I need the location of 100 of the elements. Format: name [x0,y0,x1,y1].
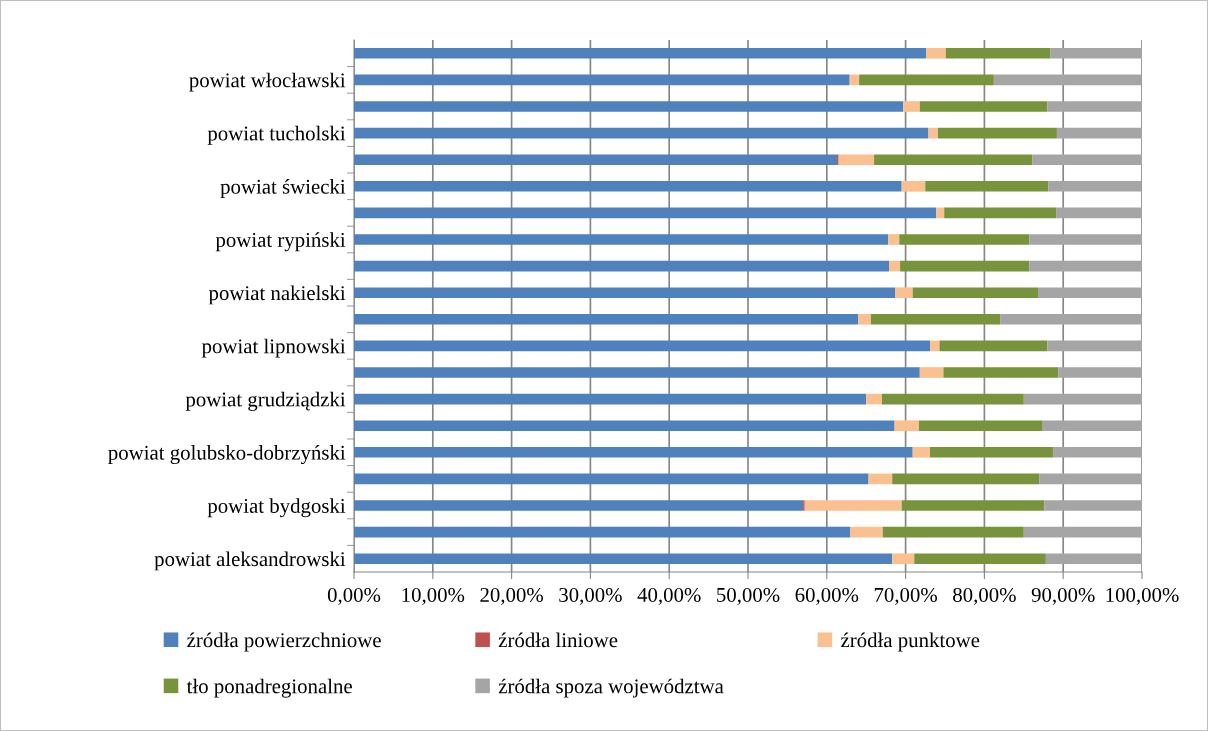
y-tick-label: powiat włocławski [189,72,346,92]
bar [354,101,904,112]
bar [925,180,1049,192]
bar [354,234,889,245]
bar [354,473,869,485]
bar [354,287,896,299]
bar [899,234,1030,245]
bar [354,446,913,458]
y-tick-label: powiat świecki [220,179,346,198]
bar [1056,207,1142,219]
bar [892,473,1040,485]
bar [936,207,945,219]
bar [804,500,902,511]
bar [889,260,901,272]
legend-label: źródła punktowe [841,632,980,652]
bar [943,367,1059,378]
bar [1037,287,1142,299]
bar [912,446,931,458]
bar [1047,340,1142,352]
x-tick-label: 100,00% [1106,587,1179,605]
bar [354,313,859,325]
bar [919,101,1048,112]
y-tick-label: powiat golubsko-dobrzyński [108,445,346,465]
bar [354,500,804,511]
x-tick-label: 90,00% [1031,587,1095,605]
y-tick-label: powiat grudziądzki [185,391,346,411]
bar [1056,127,1142,139]
bar [1023,393,1142,405]
bar [881,393,1024,405]
bar [1039,473,1142,485]
bar [901,180,926,192]
bar [850,526,883,538]
bar [1029,234,1142,245]
bar [939,340,1048,352]
legend-label: źródła powierzchniowe [187,632,381,652]
bar [901,500,1045,511]
bar [1023,526,1142,538]
bar [1058,367,1142,378]
x-tick-label: 20,00% [480,587,543,605]
y-tick-label: powiat lipnowski [201,338,346,358]
bar [945,47,1051,59]
x-tick-label: 80,00% [953,587,1016,605]
bar [354,393,867,405]
y-tick-label: powiat aleksandrowski [154,551,346,571]
x-tick-label: 50,00% [717,587,780,605]
bar [354,420,895,432]
x-tick-label: 60,00% [795,587,859,605]
bar [874,154,1033,166]
bar [354,154,838,166]
bar [1000,313,1142,325]
bar [900,260,1030,272]
bar [354,127,929,139]
bar [1052,446,1142,458]
bar [930,446,1053,458]
bar [928,127,938,139]
bar [354,526,851,538]
x-tick-label: 70,00% [874,587,937,605]
bar [859,74,994,86]
bar [1032,154,1142,166]
bar [944,207,1057,219]
bar [868,473,893,485]
bar [926,47,946,59]
bar [912,287,1038,299]
bar [903,101,920,112]
bar [1047,101,1142,112]
y-tick-label: powiat tucholski [207,125,346,145]
x-tick-label: 30,00% [559,587,622,605]
legend-label: źródła liniowe [498,632,618,648]
bar [895,287,913,299]
bar [354,553,893,565]
bar [888,234,900,245]
bar [914,553,1046,565]
bar [838,154,875,166]
y-tick-label: powiat nakielski [208,285,346,305]
bar [1029,260,1142,272]
bar [894,420,919,432]
bar [354,74,850,86]
bar [919,367,944,378]
bar [354,367,920,378]
bar [919,420,1043,432]
bar [858,313,871,325]
bar [354,47,927,59]
y-tick-label: powiat rypiński [215,232,346,252]
y-tick-label: powiat bydgoski [207,498,346,518]
bar [1044,500,1142,511]
legend-label: źródła spoza województwa [498,678,724,698]
bar [993,74,1142,86]
bar [1048,180,1142,192]
bar [882,526,1024,538]
bar [354,260,890,272]
bar [354,207,937,219]
bar [1045,553,1142,565]
bar [1050,47,1142,59]
bar [892,553,915,565]
x-tick-label: 0,00% [327,587,381,605]
bar [866,393,882,405]
bar [1042,420,1142,432]
x-tick-label: 10,00% [402,587,465,605]
bar [354,180,902,192]
legend-label: tło ponadregionalne [186,678,352,698]
